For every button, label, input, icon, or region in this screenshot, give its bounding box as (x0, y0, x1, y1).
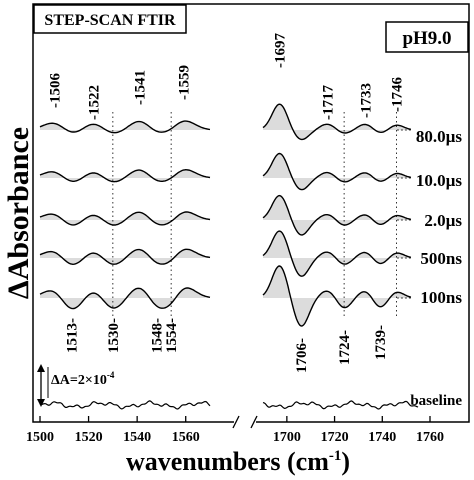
x-axis-label: wavenumbers (cm-1) (126, 447, 350, 476)
trace-shading (40, 169, 210, 182)
trace-shading (263, 231, 411, 277)
series-trace (262, 152, 412, 191)
title-box (33, 4, 187, 34)
peak-label: -1559 (176, 65, 192, 100)
x-tick-label: 1560 (172, 430, 200, 445)
x-tick-label: 1700 (273, 430, 301, 445)
x-axis-label-sup: -1 (329, 448, 342, 464)
peak-label: -1506 (48, 73, 64, 108)
peak-label: -1733 (359, 83, 375, 118)
chart-title: STEP-SCAN FTIR (44, 12, 176, 29)
peak-label: -1717 (320, 85, 336, 120)
series-trace (39, 248, 211, 266)
series-label: 500ns (420, 249, 462, 268)
series-label: 100ns (420, 288, 462, 307)
peak-label: -1541 (133, 70, 149, 105)
plot-frame (32, 3, 470, 423)
trace-shading (263, 195, 411, 235)
series-label: 10.0µs (416, 171, 463, 190)
series-trace (39, 120, 211, 134)
series-trace (262, 103, 412, 141)
condition-label: pH9.0 (402, 28, 451, 49)
x-axis-label-close: ) (341, 447, 350, 476)
baseline-trace (39, 400, 211, 410)
scale-bar-exp: -4 (107, 370, 115, 380)
trace-shading (40, 212, 210, 225)
baseline-trace (262, 400, 419, 410)
series-trace (262, 194, 412, 236)
x-tick-label: 1540 (123, 430, 151, 445)
series-trace (262, 265, 412, 327)
trough-label: 1554- (164, 318, 180, 353)
trace-layer (39, 103, 419, 410)
shading-layer (40, 104, 411, 326)
trace-shading (263, 104, 411, 140)
series-trace (262, 230, 412, 277)
scale-bar-label: ΔA=2×10-4 (51, 370, 115, 388)
series-trace (39, 168, 211, 183)
series-label-layer: 80.0µs 10.0µs 2.0µs 500ns 100ns baseline (410, 127, 462, 409)
trace-shading (263, 266, 411, 326)
x-tick-label: 1520 (75, 430, 103, 445)
trough-label: 1706- (294, 338, 310, 373)
annotation-layer: -1506 -1522 -1541 -1559 -1697 -1717 -1733 -1746… (48, 33, 406, 373)
trough-label: 1530- (106, 318, 122, 353)
x-tick-label: 1740 (368, 430, 396, 445)
axis-break (232, 415, 258, 429)
peak-label: -1746 (390, 77, 406, 112)
scale-bar: ΔA=2×10-4 (37, 364, 115, 407)
trace-shading (40, 249, 210, 265)
trace-shading (40, 288, 210, 309)
x-tick-label: 1760 (416, 430, 444, 445)
guide-layer (112, 112, 398, 318)
series-trace (39, 287, 211, 310)
series-label: 2.0µs (424, 211, 462, 230)
trough-label: 1513- (65, 318, 81, 353)
tick-layer: 1500 1520 1540 1560 1700 1720 1740 1760 (26, 416, 444, 445)
series-label: 80.0µs (416, 127, 463, 146)
trough-label: 1548- (150, 318, 166, 353)
trough-label: 1739- (373, 325, 389, 360)
peak-label: -1522 (86, 85, 102, 120)
x-tick-label: 1720 (321, 430, 349, 445)
series-label: baseline (410, 393, 462, 409)
x-tick-label: 1500 (26, 430, 54, 445)
condition-box (385, 21, 469, 53)
peak-label: -1697 (273, 33, 289, 68)
trace-shading (40, 121, 210, 133)
y-axis-label: ΔAbsorbance (2, 127, 35, 299)
series-trace (39, 211, 211, 226)
trace-shading (263, 153, 411, 190)
trough-label: 1724- (337, 330, 353, 365)
